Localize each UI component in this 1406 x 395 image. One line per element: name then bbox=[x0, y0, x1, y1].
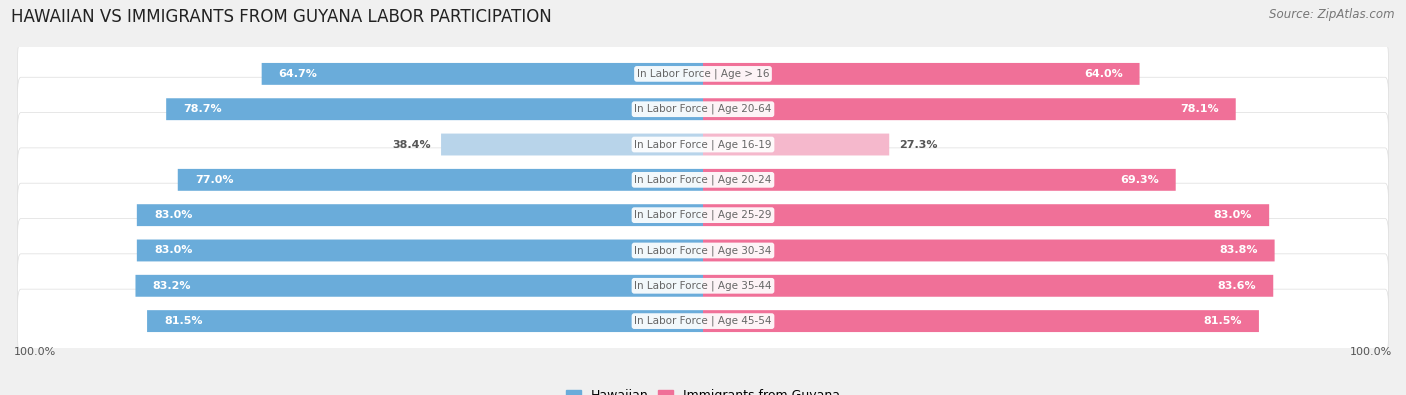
Text: In Labor Force | Age 16-19: In Labor Force | Age 16-19 bbox=[634, 139, 772, 150]
Text: 64.7%: 64.7% bbox=[278, 69, 318, 79]
FancyBboxPatch shape bbox=[703, 310, 1258, 332]
Text: 83.8%: 83.8% bbox=[1219, 245, 1257, 256]
Text: 100.0%: 100.0% bbox=[14, 346, 56, 357]
Text: In Labor Force | Age 20-24: In Labor Force | Age 20-24 bbox=[634, 175, 772, 185]
Text: 100.0%: 100.0% bbox=[1350, 346, 1392, 357]
FancyBboxPatch shape bbox=[135, 275, 703, 297]
FancyBboxPatch shape bbox=[17, 289, 1389, 353]
FancyBboxPatch shape bbox=[136, 204, 703, 226]
Text: 83.6%: 83.6% bbox=[1218, 281, 1256, 291]
FancyBboxPatch shape bbox=[17, 77, 1389, 141]
Text: 77.0%: 77.0% bbox=[195, 175, 233, 185]
Text: 81.5%: 81.5% bbox=[165, 316, 202, 326]
FancyBboxPatch shape bbox=[703, 134, 889, 156]
FancyBboxPatch shape bbox=[177, 169, 703, 191]
Text: 64.0%: 64.0% bbox=[1084, 69, 1122, 79]
Text: 83.0%: 83.0% bbox=[153, 210, 193, 220]
FancyBboxPatch shape bbox=[17, 113, 1389, 177]
FancyBboxPatch shape bbox=[703, 239, 1275, 261]
FancyBboxPatch shape bbox=[703, 204, 1270, 226]
Text: In Labor Force | Age 20-64: In Labor Force | Age 20-64 bbox=[634, 104, 772, 115]
FancyBboxPatch shape bbox=[441, 134, 703, 156]
Text: 83.0%: 83.0% bbox=[153, 245, 193, 256]
FancyBboxPatch shape bbox=[17, 42, 1389, 106]
Text: 69.3%: 69.3% bbox=[1121, 175, 1159, 185]
Text: In Labor Force | Age > 16: In Labor Force | Age > 16 bbox=[637, 69, 769, 79]
Text: In Labor Force | Age 45-54: In Labor Force | Age 45-54 bbox=[634, 316, 772, 326]
FancyBboxPatch shape bbox=[703, 63, 1139, 85]
Text: 38.4%: 38.4% bbox=[392, 139, 430, 150]
FancyBboxPatch shape bbox=[703, 169, 1175, 191]
Text: Source: ZipAtlas.com: Source: ZipAtlas.com bbox=[1270, 8, 1395, 21]
FancyBboxPatch shape bbox=[17, 183, 1389, 247]
Text: In Labor Force | Age 30-34: In Labor Force | Age 30-34 bbox=[634, 245, 772, 256]
Text: 83.2%: 83.2% bbox=[152, 281, 191, 291]
FancyBboxPatch shape bbox=[262, 63, 703, 85]
Text: 78.1%: 78.1% bbox=[1180, 104, 1219, 114]
FancyBboxPatch shape bbox=[17, 148, 1389, 212]
Text: HAWAIIAN VS IMMIGRANTS FROM GUYANA LABOR PARTICIPATION: HAWAIIAN VS IMMIGRANTS FROM GUYANA LABOR… bbox=[11, 8, 553, 26]
FancyBboxPatch shape bbox=[703, 98, 1236, 120]
Legend: Hawaiian, Immigrants from Guyana: Hawaiian, Immigrants from Guyana bbox=[561, 384, 845, 395]
FancyBboxPatch shape bbox=[17, 218, 1389, 282]
Text: 78.7%: 78.7% bbox=[183, 104, 222, 114]
Text: 81.5%: 81.5% bbox=[1204, 316, 1241, 326]
FancyBboxPatch shape bbox=[166, 98, 703, 120]
FancyBboxPatch shape bbox=[703, 275, 1274, 297]
FancyBboxPatch shape bbox=[17, 254, 1389, 318]
Text: In Labor Force | Age 35-44: In Labor Force | Age 35-44 bbox=[634, 280, 772, 291]
FancyBboxPatch shape bbox=[136, 239, 703, 261]
Text: 83.0%: 83.0% bbox=[1213, 210, 1253, 220]
Text: 27.3%: 27.3% bbox=[900, 139, 938, 150]
FancyBboxPatch shape bbox=[148, 310, 703, 332]
Text: In Labor Force | Age 25-29: In Labor Force | Age 25-29 bbox=[634, 210, 772, 220]
